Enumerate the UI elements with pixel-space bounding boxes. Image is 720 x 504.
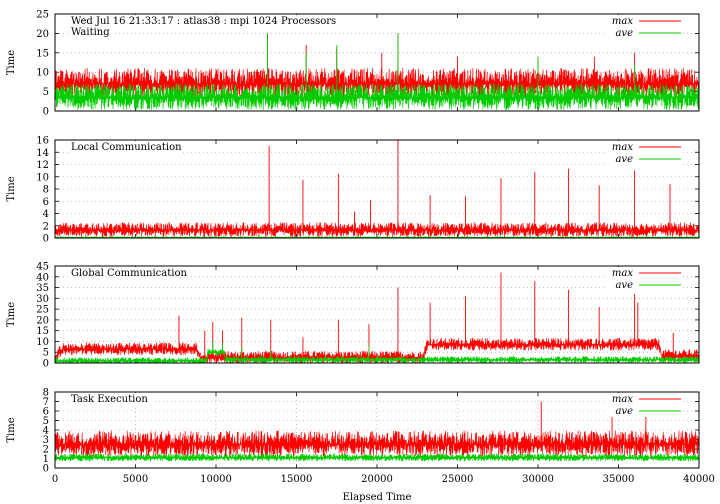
y-tick-label: 8	[43, 388, 49, 399]
x-axis-label: Elapsed Time	[343, 492, 412, 503]
y-tick-label: 10	[36, 68, 49, 79]
y-tick-label: 0	[43, 359, 49, 370]
title-bg	[69, 15, 331, 27]
plot-frame	[54, 139, 700, 239]
y-tick-label: 8	[43, 185, 49, 196]
x-tick-label: 25000	[442, 474, 474, 485]
y-tick-label: 0	[43, 464, 49, 475]
y-tick-label: 6	[43, 197, 49, 208]
y-tick-label: 14	[36, 148, 49, 159]
panel-label: Waiting	[71, 27, 110, 38]
x-tick-label: 5000	[123, 474, 148, 485]
y-tick-label: 10	[36, 172, 49, 183]
y-tick-label: 5	[43, 416, 49, 427]
legend-label-max: max	[612, 142, 633, 153]
y-tick-label: 5	[43, 87, 49, 98]
y-tick-label: 7	[43, 397, 49, 408]
panel-label-bg	[69, 267, 187, 279]
panel-label: Global Communication	[71, 268, 187, 279]
y-tick-label: 35	[36, 283, 49, 294]
x-tick-label: 40000	[683, 474, 715, 485]
y-tick-label: 4	[43, 209, 49, 220]
y-tick-label: 4	[43, 426, 49, 437]
y-tick-label: 10	[36, 337, 49, 348]
y-tick-label: 3	[43, 435, 49, 446]
x-tick-label: 35000	[603, 474, 635, 485]
panel-label-bg	[69, 26, 115, 38]
x-tick-label: 15000	[281, 474, 313, 485]
y-axis-label: Time	[6, 176, 17, 201]
legend-label-max: max	[612, 268, 633, 279]
y-tick-label: 20	[36, 315, 49, 326]
y-tick-label: 25	[36, 10, 49, 21]
x-tick-label: 0	[52, 474, 58, 485]
series-ave-line	[54, 83, 700, 110]
y-tick-label: 0	[43, 107, 49, 118]
legend-label-max: max	[612, 16, 633, 27]
legend-label-ave: ave	[615, 28, 633, 39]
y-tick-label: 25	[36, 305, 49, 316]
series-max-line	[54, 67, 700, 99]
y-axis-label: Time	[6, 302, 17, 327]
y-tick-label: 45	[36, 262, 49, 273]
y-tick-label: 40	[36, 272, 49, 283]
y-axis-label: Time	[6, 50, 17, 75]
plot-frame	[54, 391, 700, 469]
panel-label-bg	[69, 393, 154, 405]
panel-label: Task Execution	[71, 394, 148, 405]
panel-label: Local Communication	[71, 142, 182, 153]
y-tick-label: 1	[43, 454, 49, 465]
y-tick-label: 15	[36, 326, 49, 337]
x-tick-label: 10000	[200, 474, 232, 485]
panel-label-bg	[69, 141, 182, 153]
plot-frame	[54, 265, 700, 364]
y-tick-label: 5	[43, 348, 49, 359]
y-tick-label: 12	[36, 160, 49, 171]
legend-label-ave: ave	[615, 154, 633, 165]
chart-title: Wed Jul 16 21:33:17 : atlas38 : mpi 1024…	[71, 16, 336, 27]
y-tick-label: 20	[36, 29, 49, 40]
y-axis-label: Time	[6, 417, 17, 442]
y-tick-label: 15	[36, 48, 49, 59]
panel-1: 0 5 10 15 20 25 Wed Jul 16 21:33:17 : atlas38 …	[6, 10, 700, 118]
legend-label-ave: ave	[615, 280, 633, 291]
y-tick-label: 2	[43, 445, 49, 456]
y-tick-label: 0	[43, 234, 49, 245]
series-ave-line	[54, 453, 700, 462]
plot-frame	[54, 13, 700, 112]
x-tick-label: 30000	[522, 474, 554, 485]
y-tick-label: 30	[36, 294, 49, 305]
legend-label-ave: ave	[615, 406, 633, 417]
y-tick-label: 16	[36, 136, 49, 147]
legend-label-max: max	[612, 394, 633, 405]
series-max-line	[54, 222, 700, 238]
y-tick-label: 6	[43, 407, 49, 418]
series-ave-line	[54, 348, 700, 364]
series-max-line	[54, 430, 700, 457]
x-tick-label: 20000	[361, 474, 393, 485]
y-tick-label: 2	[43, 221, 49, 232]
